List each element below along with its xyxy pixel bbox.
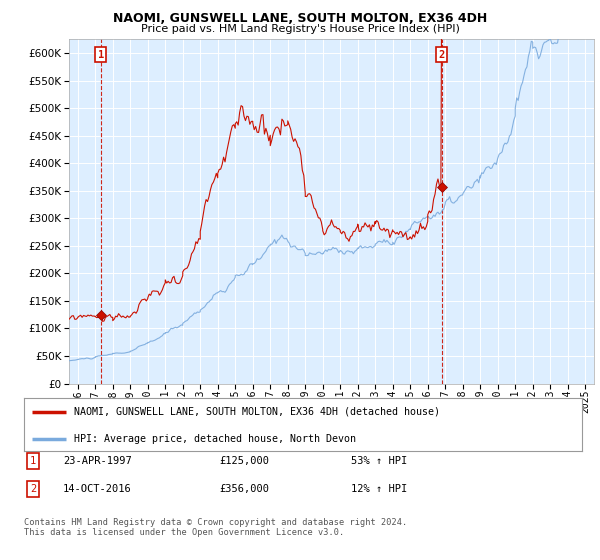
Text: 2: 2 xyxy=(30,484,36,494)
Text: 12% ↑ HPI: 12% ↑ HPI xyxy=(351,484,407,494)
Text: £356,000: £356,000 xyxy=(219,484,269,494)
Text: 1: 1 xyxy=(30,456,36,466)
Text: Price paid vs. HM Land Registry's House Price Index (HPI): Price paid vs. HM Land Registry's House … xyxy=(140,24,460,34)
Text: 53% ↑ HPI: 53% ↑ HPI xyxy=(351,456,407,466)
Text: 2: 2 xyxy=(439,50,445,60)
Text: NAOMI, GUNSWELL LANE, SOUTH MOLTON, EX36 4DH: NAOMI, GUNSWELL LANE, SOUTH MOLTON, EX36… xyxy=(113,12,487,25)
Text: NAOMI, GUNSWELL LANE, SOUTH MOLTON, EX36 4DH (detached house): NAOMI, GUNSWELL LANE, SOUTH MOLTON, EX36… xyxy=(74,407,440,417)
Text: 14-OCT-2016: 14-OCT-2016 xyxy=(63,484,132,494)
Text: HPI: Average price, detached house, North Devon: HPI: Average price, detached house, Nort… xyxy=(74,434,356,444)
Text: £125,000: £125,000 xyxy=(219,456,269,466)
Text: 1: 1 xyxy=(98,50,104,60)
Text: Contains HM Land Registry data © Crown copyright and database right 2024.
This d: Contains HM Land Registry data © Crown c… xyxy=(24,518,407,538)
Text: 23-APR-1997: 23-APR-1997 xyxy=(63,456,132,466)
